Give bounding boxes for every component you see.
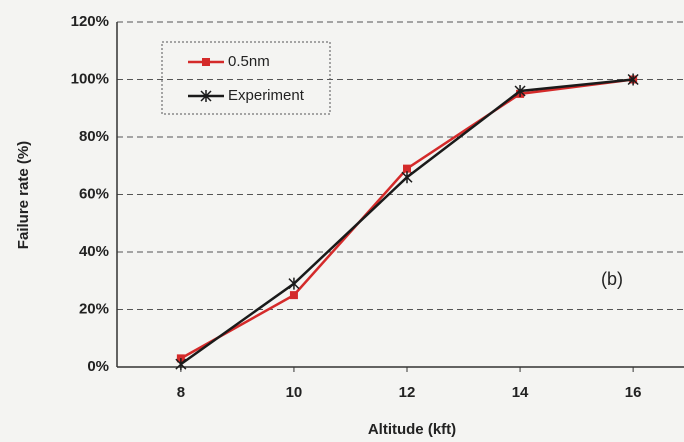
x-tick-label: 8 (177, 384, 185, 401)
y-tick-label: 20% (79, 300, 109, 317)
y-axis-title: Failure rate (%) (15, 141, 32, 249)
legend-label: 0.5nm (228, 53, 270, 70)
legend-marker (202, 58, 210, 66)
y-tick-label: 0% (87, 358, 109, 375)
legend-label: Experiment (228, 87, 305, 104)
data-point (290, 291, 298, 299)
y-tick-label: 120% (71, 13, 109, 30)
x-tick-label: 14 (512, 384, 529, 401)
y-tick-label: 80% (79, 128, 109, 145)
x-tick-label: 12 (399, 384, 416, 401)
y-tick-label: 60% (79, 185, 109, 202)
y-tick-label: 100% (71, 70, 109, 87)
x-axis-title: Altitude (kft) (368, 421, 456, 438)
y-tick-label: 40% (79, 243, 109, 260)
chart: Altitude (kft) Failure rate (%) (b) 0% 20… (0, 0, 684, 442)
x-tick-label: 10 (286, 384, 303, 401)
background (0, 0, 684, 442)
annotation: (b) (601, 269, 623, 289)
x-tick-label: 16 (625, 384, 642, 401)
